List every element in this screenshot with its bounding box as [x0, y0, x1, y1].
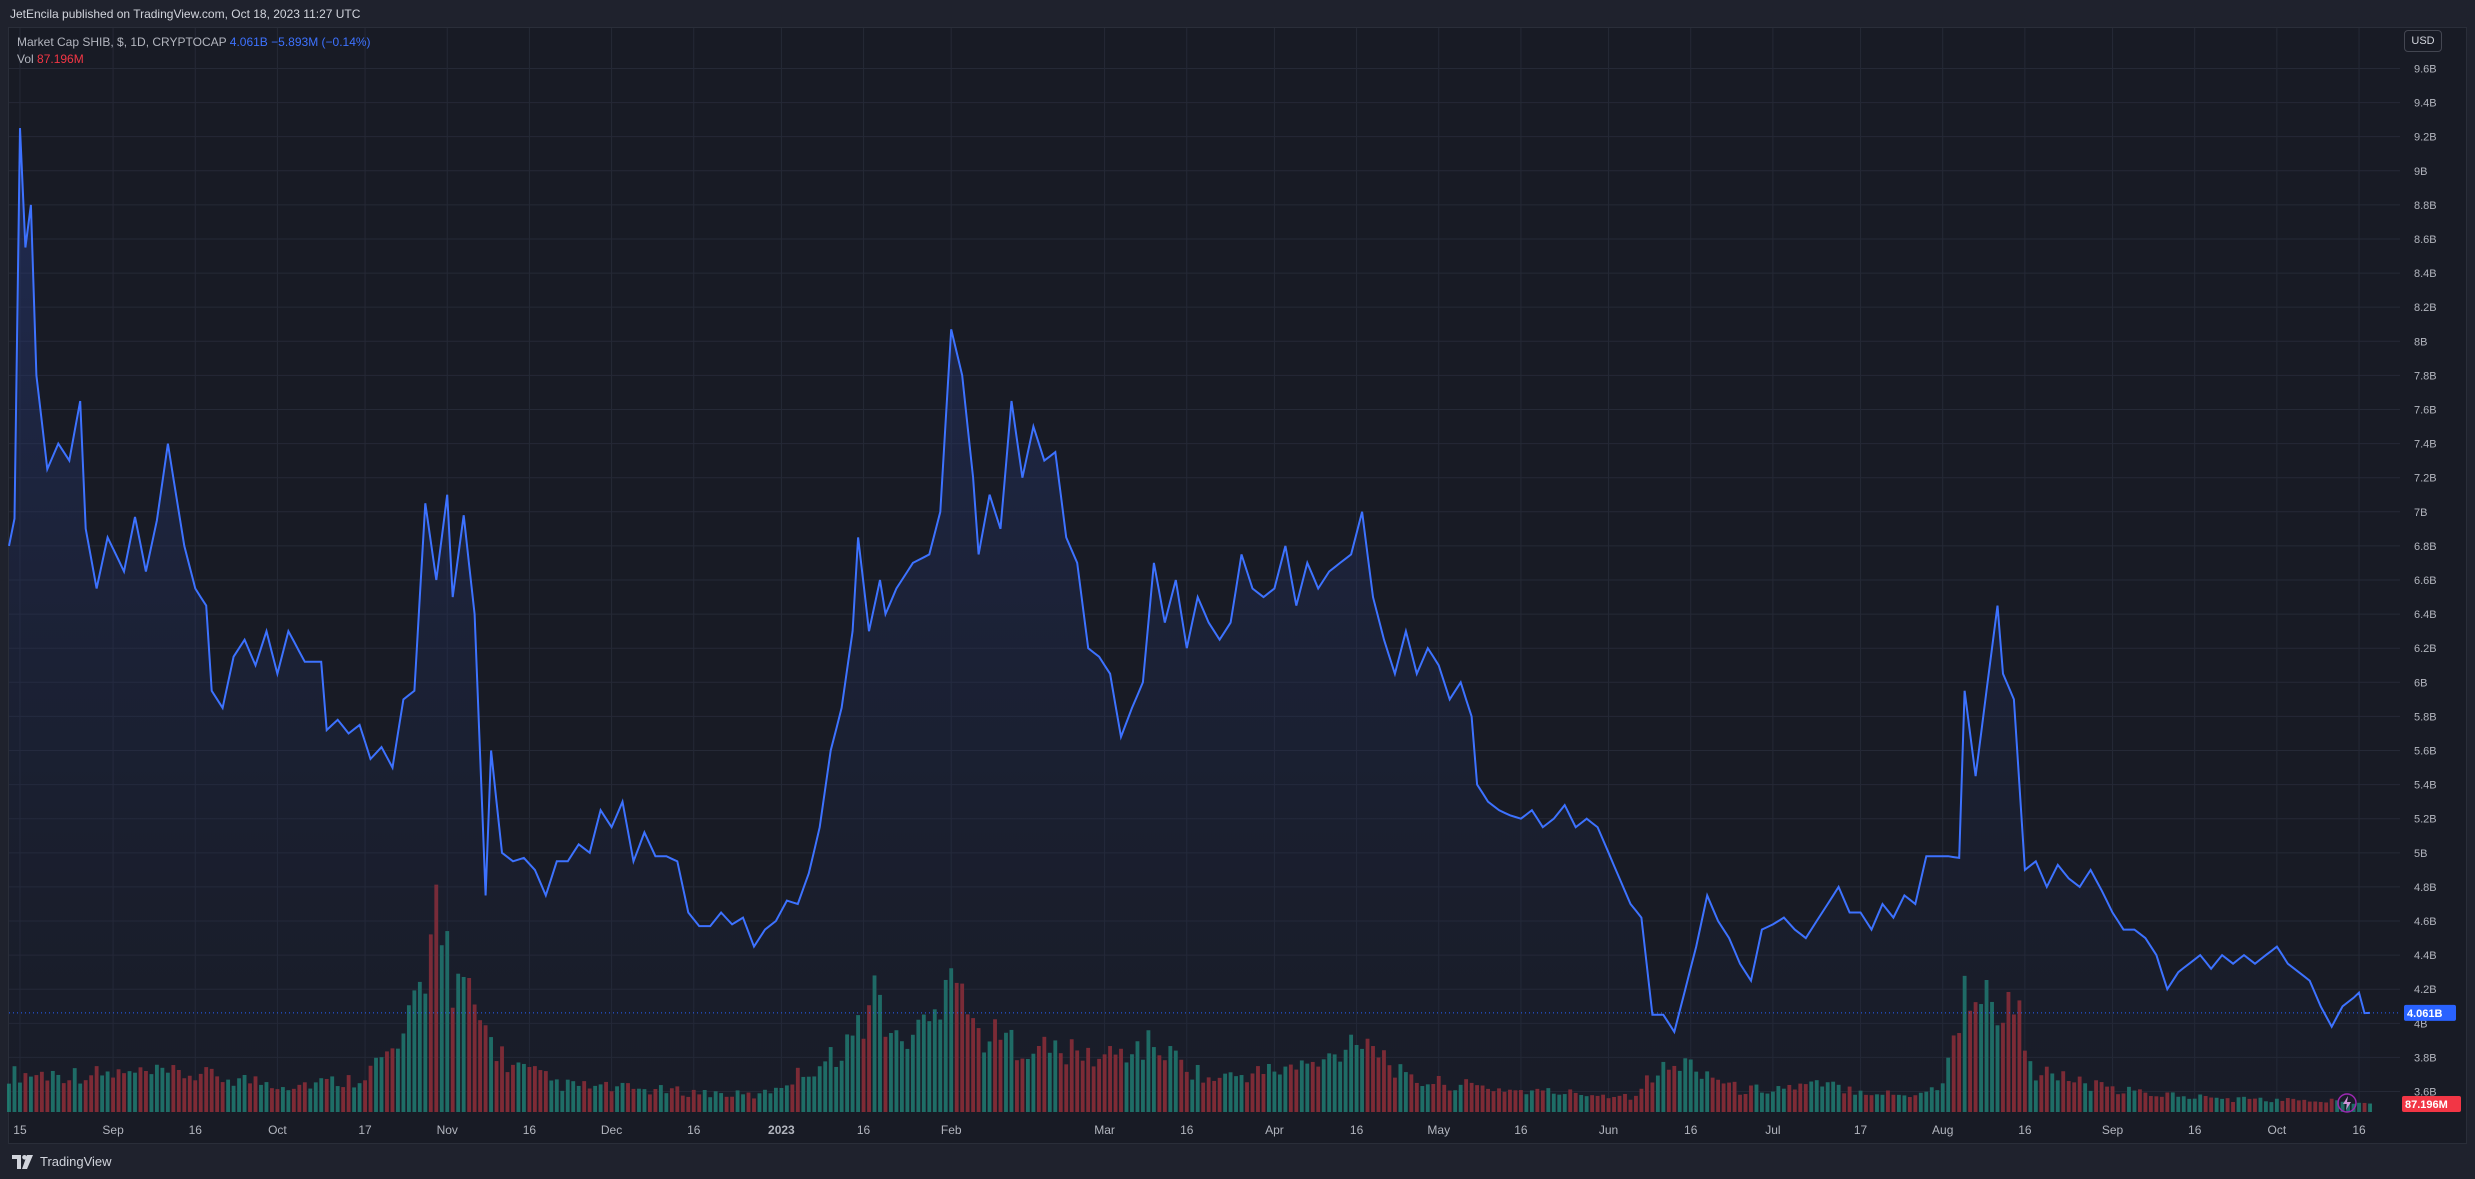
x-tick-label: Jul	[1765, 1123, 1780, 1137]
y-tick-label: 8.4B	[2414, 268, 2437, 280]
y-tick-label: 9.2B	[2414, 132, 2437, 144]
y-tick-label: 4.8B	[2414, 882, 2437, 894]
y-tick-label: 5B	[2414, 848, 2427, 860]
y-tick-label: 7B	[2414, 507, 2427, 519]
x-tick-label: Feb	[941, 1123, 962, 1137]
currency-button[interactable]: USD	[2404, 30, 2442, 52]
footer: TradingView	[0, 1144, 2475, 1179]
y-tick-label: 7.2B	[2414, 473, 2437, 485]
x-tick-label: Nov	[437, 1123, 458, 1137]
x-tick-label: Oct	[2268, 1123, 2287, 1137]
x-tick-label: Apr	[1265, 1123, 1284, 1137]
x-tick-label: 16	[1684, 1123, 1698, 1137]
price-line	[8, 128, 2371, 1035]
y-tick-label: 5.8B	[2414, 711, 2437, 723]
x-tick-label: Aug	[1932, 1123, 1953, 1137]
y-tick-label: 3.6B	[2414, 1087, 2437, 1099]
tradingview-logo-icon	[12, 1154, 33, 1169]
volume-legend[interactable]: Vol 87.196M	[17, 52, 84, 66]
y-tick-label: 8.6B	[2414, 234, 2437, 246]
x-tick-label: Dec	[601, 1123, 622, 1137]
y-tick-label: 8.8B	[2414, 200, 2437, 212]
y-tick-label: 7.8B	[2414, 370, 2437, 382]
y-tick-label: 9.6B	[2414, 63, 2437, 75]
last-price-tag: 4.061B	[2404, 1004, 2456, 1021]
y-tick-label: 4B	[2414, 1018, 2427, 1030]
x-tick-label: 16	[1514, 1123, 1528, 1137]
last-volume-tag: 87.196M	[2402, 1096, 2461, 1112]
replay-button[interactable]	[2337, 1093, 2357, 1113]
y-tick-label: 6B	[2414, 677, 2427, 689]
x-tick-label: Oct	[268, 1123, 287, 1137]
x-tick-label: 15	[13, 1123, 27, 1137]
y-tick-label: 6.4B	[2414, 609, 2437, 621]
last-value: 4.061B	[229, 35, 268, 49]
x-tick-label: May	[1427, 1123, 1450, 1137]
y-tick-label: 4.6B	[2414, 916, 2437, 928]
y-tick-label: 5.6B	[2414, 746, 2437, 758]
y-tick-label: 4.2B	[2414, 984, 2437, 996]
last-volume-tag-bg	[2402, 1096, 2461, 1112]
publish-info: JetEncila published on TradingView.com, …	[10, 7, 361, 21]
y-tick-label: 8.2B	[2414, 302, 2437, 314]
x-tick-label: 16	[2188, 1123, 2202, 1137]
y-tick-label: 6.8B	[2414, 541, 2437, 553]
x-tick-label: 17	[358, 1123, 372, 1137]
brand-name: TradingView	[40, 1154, 112, 1169]
x-tick-label: Sep	[2102, 1123, 2124, 1137]
x-tick-label: 17	[1854, 1123, 1868, 1137]
publish-header: JetEncila published on TradingView.com, …	[0, 0, 2475, 28]
x-tick-label: Sep	[102, 1123, 124, 1137]
y-tick-label: 7.6B	[2414, 404, 2437, 416]
y-tick-label: 6.2B	[2414, 643, 2437, 655]
y-tick-label: 5.2B	[2414, 814, 2437, 826]
last-price-tag-bg	[2404, 1004, 2456, 1021]
y-tick-label: 6.6B	[2414, 575, 2437, 587]
symbol-legend[interactable]: Market Cap SHIB, $, 1D, CRYPTOCAP 4.061B…	[17, 35, 371, 49]
y-tick-label: 9.4B	[2414, 98, 2437, 110]
last-volume-tag-text: 87.196M	[2405, 1099, 2448, 1111]
x-tick-label: 16	[189, 1123, 203, 1137]
tradingview-brand[interactable]: TradingView	[12, 1154, 112, 1169]
volume-value: 87.196M	[37, 52, 84, 66]
x-tick-label: 16	[1180, 1123, 1194, 1137]
volume-label: Vol	[17, 52, 34, 66]
y-tick-label: 4.4B	[2414, 950, 2437, 962]
x-tick-label: 16	[857, 1123, 871, 1137]
y-tick-label: 7.4B	[2414, 439, 2437, 451]
x-tick-label: 2023	[768, 1123, 795, 1137]
last-price-tag-text: 4.061B	[2407, 1008, 2443, 1020]
x-tick-label: 16	[687, 1123, 701, 1137]
x-tick-label: 16	[2018, 1123, 2032, 1137]
x-tick-label: 16	[523, 1123, 537, 1137]
y-tick-label: 8B	[2414, 336, 2427, 348]
time-axis[interactable]: 15 Sep 16 Oct 17 Nov 16 Dec 16 2023 16 Feb Mar 16 Apr 1…	[13, 1123, 2366, 1137]
x-tick-label: Jun	[1599, 1123, 1618, 1137]
y-tick-label: 9B	[2414, 166, 2427, 178]
y-tick-label: 5.4B	[2414, 780, 2437, 792]
lightning-icon-circle	[2337, 1093, 2357, 1113]
x-tick-label: 16	[1350, 1123, 1364, 1137]
x-tick-label: Mar	[1094, 1123, 1115, 1137]
price-area	[9, 128, 2370, 1113]
change-value: −5.893M (−0.14%)	[271, 35, 371, 49]
price-axis[interactable]: 3.6B 3.8B 4B 4.2B 4.4B 4.6B 4.8B 5B 5.2B 5.4B 5.6B…	[2414, 63, 2437, 1098]
x-tick-label: 16	[2352, 1123, 2366, 1137]
y-tick-label: 3.8B	[2414, 1052, 2437, 1064]
symbol-title: Market Cap SHIB, $, 1D, CRYPTOCAP	[17, 35, 227, 49]
lightning-icon	[2343, 1096, 2351, 1110]
